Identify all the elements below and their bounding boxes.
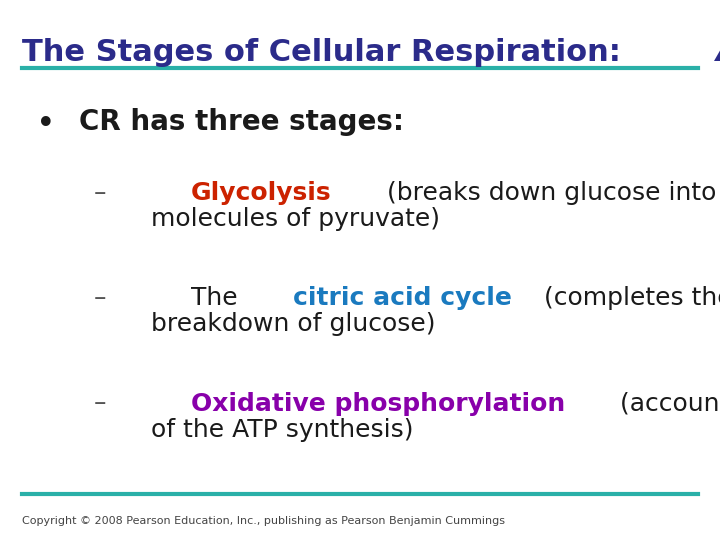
Text: citric acid cycle: citric acid cycle: [293, 286, 511, 310]
Text: (completes the: (completes the: [536, 286, 720, 310]
Text: Oxidative phosphorylation: Oxidative phosphorylation: [191, 392, 565, 415]
Text: The Stages of Cellular Respiration:: The Stages of Cellular Respiration:: [22, 38, 631, 67]
Text: Copyright © 2008 Pearson Education, Inc., publishing as Pearson Benjamin Cumming: Copyright © 2008 Pearson Education, Inc.…: [22, 516, 505, 526]
Text: breakdown of glucose): breakdown of glucose): [151, 312, 436, 336]
Text: of the ATP synthesis): of the ATP synthesis): [151, 417, 414, 442]
Text: The: The: [191, 286, 246, 310]
Text: Glycolysis: Glycolysis: [191, 181, 332, 205]
Text: (breaks down glucose into 2: (breaks down glucose into 2: [379, 181, 720, 205]
Text: –: –: [94, 181, 122, 205]
Text: –: –: [94, 286, 122, 310]
Text: A Preview: A Preview: [716, 38, 720, 67]
Text: (accounts for most: (accounts for most: [612, 392, 720, 415]
Text: molecules of pyruvate): molecules of pyruvate): [151, 207, 440, 231]
Text: CR has three stages:: CR has three stages:: [79, 108, 404, 136]
Text: •: •: [36, 108, 55, 141]
Text: –: –: [94, 392, 122, 415]
